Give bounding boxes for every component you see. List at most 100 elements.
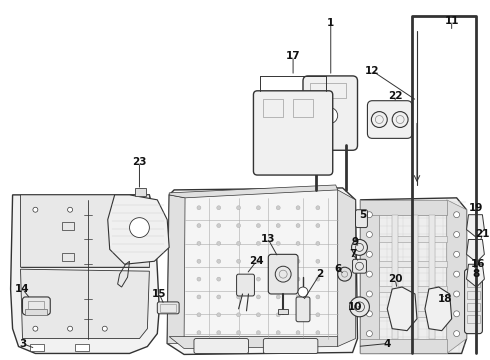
Bar: [466, 315, 480, 323]
Circle shape: [217, 206, 221, 210]
Circle shape: [276, 313, 280, 317]
Circle shape: [298, 287, 308, 297]
Polygon shape: [466, 264, 485, 287]
Circle shape: [367, 212, 372, 218]
Circle shape: [316, 330, 320, 335]
Bar: [466, 279, 480, 287]
Bar: [392, 215, 398, 339]
Bar: [379, 261, 447, 267]
Circle shape: [367, 291, 372, 297]
FancyBboxPatch shape: [253, 91, 333, 175]
Text: 21: 21: [475, 229, 490, 239]
Bar: [160, 304, 176, 312]
Polygon shape: [11, 195, 159, 354]
Circle shape: [256, 330, 260, 335]
Circle shape: [349, 297, 369, 317]
Circle shape: [296, 206, 300, 210]
Polygon shape: [466, 215, 485, 238]
Bar: [62, 253, 74, 261]
Circle shape: [454, 231, 460, 238]
Circle shape: [33, 326, 38, 331]
FancyBboxPatch shape: [269, 254, 298, 294]
Circle shape: [316, 242, 320, 246]
Circle shape: [256, 206, 260, 210]
Polygon shape: [169, 185, 338, 198]
Circle shape: [217, 224, 221, 228]
Circle shape: [217, 277, 221, 281]
Circle shape: [296, 313, 300, 317]
Circle shape: [217, 313, 221, 317]
Circle shape: [237, 206, 241, 210]
Bar: [310, 83, 345, 98]
Circle shape: [454, 212, 460, 218]
Circle shape: [256, 277, 260, 281]
Circle shape: [316, 224, 320, 228]
Circle shape: [367, 251, 372, 257]
Bar: [379, 237, 447, 242]
Text: 12: 12: [365, 66, 380, 76]
Circle shape: [237, 313, 241, 317]
Bar: [293, 99, 313, 117]
Polygon shape: [361, 200, 447, 215]
FancyBboxPatch shape: [237, 274, 254, 296]
Circle shape: [68, 207, 73, 212]
Circle shape: [296, 224, 300, 228]
Circle shape: [256, 242, 260, 246]
Circle shape: [276, 259, 280, 263]
Polygon shape: [167, 188, 358, 355]
Text: 2: 2: [316, 269, 323, 279]
Text: 16: 16: [471, 259, 486, 269]
Circle shape: [351, 239, 368, 255]
Text: 20: 20: [388, 274, 402, 284]
Bar: [379, 311, 447, 317]
Circle shape: [237, 330, 241, 335]
FancyBboxPatch shape: [465, 269, 482, 334]
Text: 3: 3: [19, 338, 26, 348]
Circle shape: [217, 330, 221, 335]
Polygon shape: [21, 269, 149, 339]
Bar: [278, 309, 288, 314]
Text: 22: 22: [388, 91, 402, 101]
Polygon shape: [169, 337, 338, 348]
Bar: [466, 291, 480, 299]
Circle shape: [197, 295, 201, 299]
Circle shape: [454, 251, 460, 257]
Circle shape: [276, 206, 280, 210]
Text: 6: 6: [334, 264, 342, 274]
Text: 23: 23: [132, 157, 147, 167]
Circle shape: [316, 295, 320, 299]
Text: 15: 15: [152, 289, 167, 299]
Bar: [28, 301, 44, 309]
Circle shape: [197, 277, 201, 281]
Bar: [263, 99, 283, 117]
Bar: [412, 215, 418, 339]
Text: 9: 9: [352, 238, 359, 247]
Polygon shape: [21, 195, 151, 267]
Circle shape: [197, 330, 201, 335]
Circle shape: [296, 259, 300, 263]
Text: 18: 18: [438, 294, 452, 304]
Circle shape: [237, 259, 241, 263]
Text: 4: 4: [384, 338, 391, 348]
Circle shape: [33, 207, 38, 212]
Text: 7: 7: [349, 249, 356, 259]
Circle shape: [237, 242, 241, 246]
Polygon shape: [108, 195, 169, 264]
Circle shape: [322, 108, 338, 123]
Circle shape: [197, 242, 201, 246]
Circle shape: [367, 231, 372, 238]
Polygon shape: [387, 287, 417, 330]
Circle shape: [129, 218, 149, 238]
Circle shape: [217, 295, 221, 299]
FancyBboxPatch shape: [263, 339, 318, 354]
Polygon shape: [338, 190, 356, 347]
Text: 19: 19: [469, 203, 484, 213]
Text: 14: 14: [15, 284, 30, 294]
Text: 8: 8: [473, 269, 480, 279]
Polygon shape: [447, 200, 466, 354]
FancyBboxPatch shape: [157, 302, 179, 314]
Circle shape: [276, 224, 280, 228]
Circle shape: [276, 277, 280, 281]
Circle shape: [296, 277, 300, 281]
Circle shape: [316, 313, 320, 317]
